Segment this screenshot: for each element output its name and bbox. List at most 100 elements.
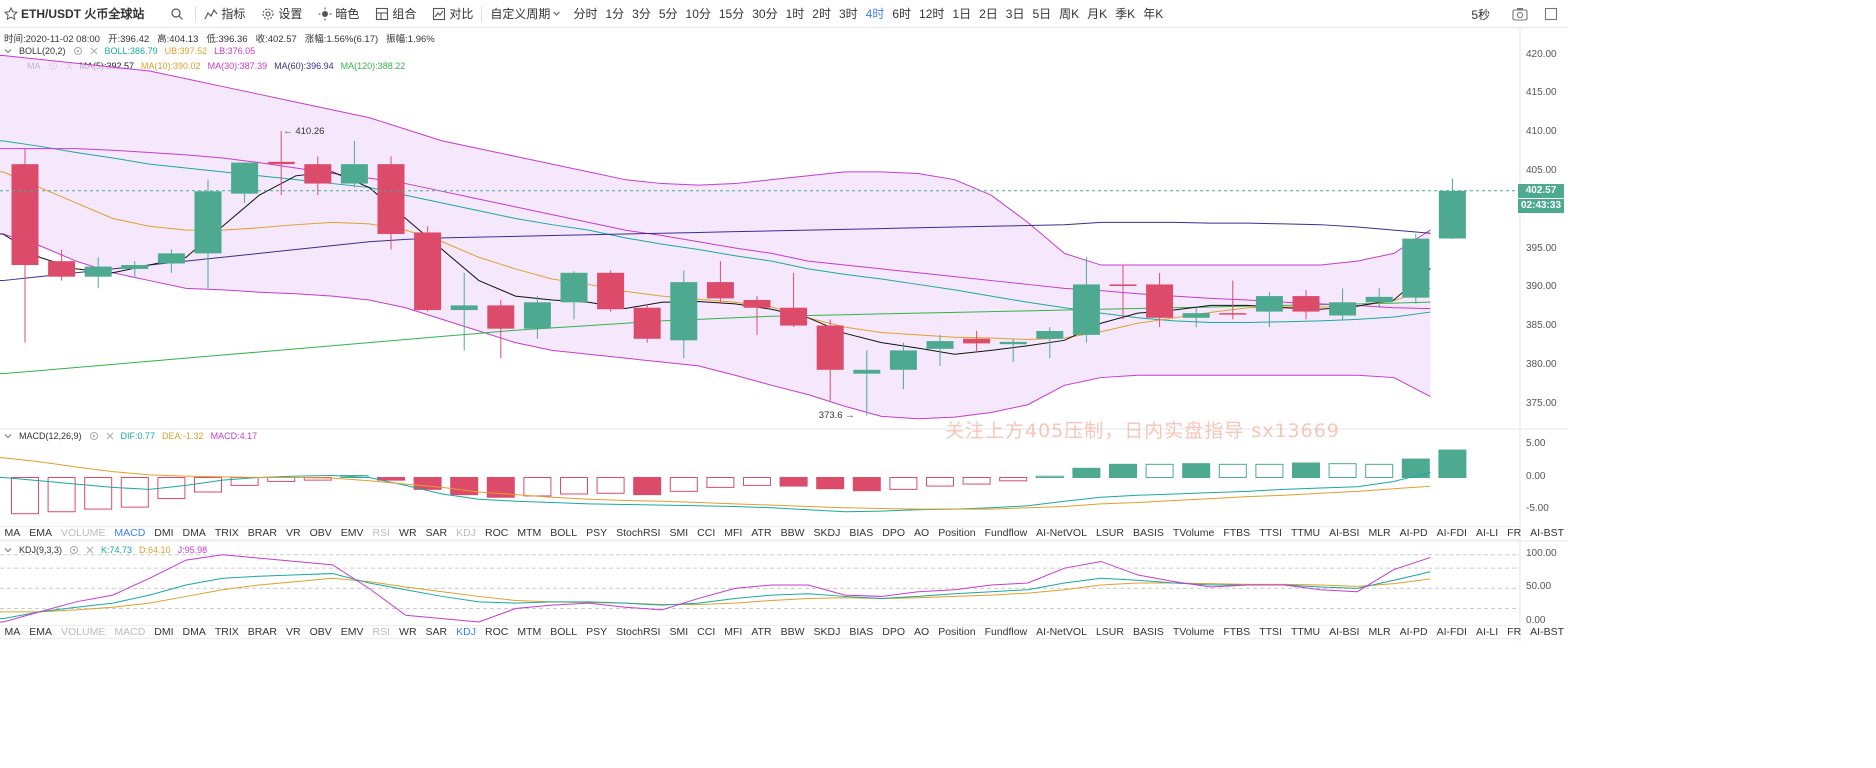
collapse-chevron-icon[interactable]	[4, 47, 12, 55]
indicator-lower-tab-34[interactable]: TVolume	[1172, 626, 1215, 638]
indicator-lower-tab-28[interactable]: AO	[914, 626, 930, 638]
indicator-lower-tab-9[interactable]: OBV	[309, 626, 332, 638]
indicator-upper-tab-32[interactable]: LSUR	[1095, 527, 1124, 539]
indicator-upper-tab-41[interactable]: AI-FDI	[1436, 527, 1467, 539]
indicator-lower-tab-43[interactable]: FR	[1507, 626, 1522, 638]
indicator-upper-tab-40[interactable]: AI-PD	[1399, 527, 1428, 539]
indicator-lower-tab-22[interactable]: MFI	[724, 626, 743, 638]
indicator-lower-tab-35[interactable]: FTBS	[1223, 626, 1251, 638]
indicator-upper-tab-16[interactable]: MTM	[517, 527, 542, 539]
indicator-lower-tab-39[interactable]: MLR	[1368, 626, 1391, 638]
indicator-lower-tab-42[interactable]: AI-LI	[1475, 626, 1499, 638]
indicator-lower-tab-19[interactable]: StochRSI	[616, 626, 661, 638]
indicator-lower-tab-4[interactable]: DMI	[154, 626, 174, 638]
indicator-upper-tab-21[interactable]: CCI	[697, 527, 716, 539]
close-icon[interactable]	[65, 62, 73, 70]
indicator-lower-tab-21[interactable]: CCI	[697, 626, 716, 638]
indicator-lower-tab-40[interactable]: AI-PD	[1399, 626, 1428, 638]
indicator-upper-tab-13[interactable]: SAR	[425, 527, 448, 539]
indicator-upper-tab-39[interactable]: MLR	[1368, 527, 1391, 539]
indicator-upper-tab-25[interactable]: SKDJ	[813, 527, 841, 539]
indicator-upper-tab-27[interactable]: DPO	[882, 527, 906, 539]
indicator-upper-tab-14[interactable]: KDJ	[456, 527, 476, 539]
indicator-lower-tab-29[interactable]: Position	[938, 626, 976, 638]
indicator-lower-tab-17[interactable]: BOLL	[550, 626, 578, 638]
period-11[interactable]: 6时	[892, 7, 912, 21]
indicator-lower-tab-11[interactable]: RSI	[372, 626, 391, 638]
indicator-upper-tab-9[interactable]: OBV	[309, 527, 332, 539]
price-chart[interactable]	[0, 0, 1568, 642]
indicator-upper-tab-3[interactable]: MACD	[114, 527, 146, 539]
indicator-lower-tab-41[interactable]: AI-FDI	[1436, 626, 1467, 638]
indicator-upper-tab-22[interactable]: MFI	[724, 527, 743, 539]
gear-icon[interactable]	[89, 431, 99, 441]
period-5[interactable]: 15分	[718, 7, 745, 21]
dark-mode-button[interactable]: 暗色	[314, 0, 363, 28]
period-15[interactable]: 3日	[1005, 7, 1025, 21]
indicator-upper-tab-38[interactable]: AI-BSI	[1329, 527, 1360, 539]
period-10[interactable]: 4时	[865, 7, 885, 21]
indicator-upper-tab-15[interactable]: ROC	[484, 527, 509, 539]
close-icon[interactable]	[90, 47, 98, 55]
indicator-upper-tab-29[interactable]: Position	[938, 527, 976, 539]
indicator-upper-tab-2[interactable]: VOLUME	[61, 527, 106, 539]
indicator-upper-tab-17[interactable]: BOLL	[550, 527, 578, 539]
period-17[interactable]: 周K	[1059, 7, 1080, 21]
period-3[interactable]: 5分	[658, 7, 678, 21]
refresh-interval[interactable]: 5秒	[1471, 7, 1490, 22]
indicator-lower-tab-27[interactable]: DPO	[882, 626, 906, 638]
indicator-upper-tab-34[interactable]: TVolume	[1172, 527, 1215, 539]
indicator-upper-tab-23[interactable]: ATR	[751, 527, 772, 539]
indicator-lower-tab-5[interactable]: DMA	[182, 626, 206, 638]
indicator-lower-tab-16[interactable]: MTM	[517, 626, 542, 638]
period-1[interactable]: 1分	[605, 7, 625, 21]
indicator-upper-tab-28[interactable]: AO	[914, 527, 930, 539]
indicator-upper-tab-4[interactable]: DMI	[154, 527, 174, 539]
period-12[interactable]: 12时	[919, 7, 945, 21]
indicator-upper-tab-43[interactable]: FR	[1507, 527, 1522, 539]
period-8[interactable]: 2时	[812, 7, 831, 21]
indicator-lower-tab-12[interactable]: WR	[399, 626, 417, 638]
period-20[interactable]: 年K	[1143, 7, 1164, 21]
indicator-lower-tab-1[interactable]: EMA	[29, 626, 53, 638]
indicator-lower-tab-8[interactable]: VR	[285, 626, 301, 638]
gear-icon[interactable]	[69, 545, 79, 555]
period-9[interactable]: 3时	[838, 7, 858, 21]
indicator-upper-tab-33[interactable]: BASIS	[1132, 527, 1164, 539]
indicator-lower-tab-24[interactable]: BBW	[780, 626, 805, 638]
indicator-upper-tab-42[interactable]: AI-LI	[1475, 527, 1499, 539]
indicator-upper-tab-36[interactable]: TTSI	[1259, 527, 1282, 539]
indicator-lower-tab-10[interactable]: EMV	[340, 626, 364, 638]
indicator-upper-tab-35[interactable]: FTBS	[1223, 527, 1251, 539]
indicator-upper-tab-0[interactable]: MA	[4, 527, 21, 539]
favorite-toggle[interactable]: ETH/USDT 火币全球站	[0, 0, 148, 28]
indicator-upper-tab-30[interactable]: Fundflow	[984, 527, 1028, 539]
indicator-upper-tab-12[interactable]: WR	[399, 527, 417, 539]
period-13[interactable]: 1日	[952, 7, 972, 21]
indicator-upper-tab-37[interactable]: TTMU	[1290, 527, 1321, 539]
screenshot-button[interactable]	[1508, 0, 1532, 28]
indicator-lower-tab-44[interactable]: AI-BST	[1530, 626, 1565, 638]
indicator-lower-tab-13[interactable]: SAR	[425, 626, 448, 638]
indicator-lower-tab-36[interactable]: TTSI	[1259, 626, 1282, 638]
indicator-button[interactable]: 指标	[200, 0, 249, 28]
indicator-upper-tab-24[interactable]: BBW	[780, 527, 805, 539]
indicator-lower-tab-38[interactable]: AI-BSI	[1329, 626, 1360, 638]
indicator-lower-tab-20[interactable]: SMI	[669, 626, 689, 638]
period-19[interactable]: 季K	[1115, 7, 1136, 21]
period-14[interactable]: 2日	[979, 7, 998, 21]
indicator-lower-tab-2[interactable]: VOLUME	[61, 626, 106, 638]
indicator-upper-tab-10[interactable]: EMV	[340, 527, 364, 539]
close-icon[interactable]	[106, 432, 114, 440]
period-4[interactable]: 10分	[685, 7, 711, 21]
collapse-chevron-icon[interactable]	[4, 432, 12, 440]
indicator-lower-tab-31[interactable]: AI-NetVOL	[1036, 626, 1087, 638]
indicator-lower-tab-37[interactable]: TTMU	[1290, 626, 1321, 638]
indicator-upper-tab-31[interactable]: AI-NetVOL	[1036, 527, 1087, 539]
indicator-lower-tab-25[interactable]: SKDJ	[813, 626, 841, 638]
period-18[interactable]: 月K	[1087, 7, 1108, 21]
indicator-lower-tab-26[interactable]: BIAS	[849, 626, 874, 638]
indicator-upper-tab-20[interactable]: SMI	[669, 527, 689, 539]
indicator-upper-tab-44[interactable]: AI-BST	[1530, 527, 1565, 539]
gear-icon[interactable]	[73, 46, 83, 56]
